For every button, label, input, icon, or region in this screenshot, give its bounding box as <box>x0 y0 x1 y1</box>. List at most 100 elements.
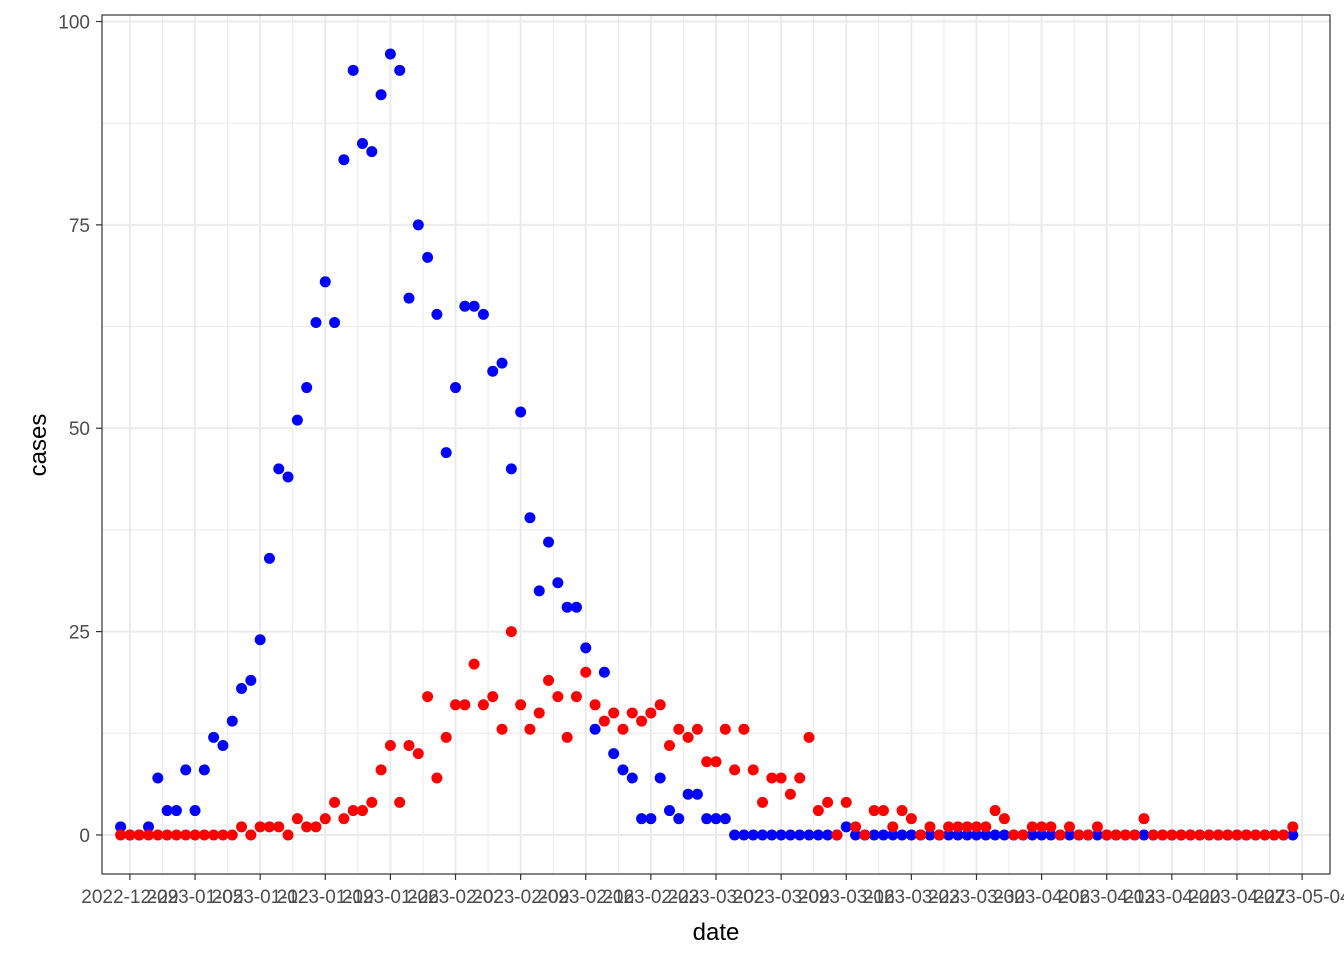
data-point <box>877 829 889 841</box>
data-point <box>794 772 806 784</box>
data-point <box>598 666 610 678</box>
data-point <box>980 829 992 841</box>
data-point <box>515 406 527 418</box>
data-point <box>691 723 703 735</box>
data-point <box>570 601 582 613</box>
data-point <box>468 300 480 312</box>
data-point <box>533 707 545 719</box>
x-tick-label: 2023-03-30 <box>928 887 1025 908</box>
data-point <box>356 805 368 817</box>
data-point <box>784 788 796 800</box>
data-point <box>1184 829 1196 841</box>
data-point <box>347 64 359 76</box>
data-point <box>375 89 387 101</box>
data-point <box>868 829 880 841</box>
data-point <box>1240 829 1252 841</box>
data-point <box>180 829 192 841</box>
data-point <box>263 552 275 564</box>
data-point <box>933 829 945 841</box>
data-point <box>422 691 434 703</box>
x-tick-label: 2023-01-26 <box>342 887 439 908</box>
data-point <box>524 512 536 524</box>
data-point <box>580 666 592 678</box>
data-point <box>1036 829 1048 841</box>
x-tick-label: 2023-03-09 <box>733 887 830 908</box>
data-point <box>980 821 992 833</box>
data-point <box>552 577 564 589</box>
data-point <box>729 829 741 841</box>
data-point <box>719 723 731 735</box>
data-point <box>329 796 341 808</box>
data-point <box>775 772 787 784</box>
data-point <box>1231 829 1243 841</box>
data-point <box>440 447 452 459</box>
data-point <box>738 723 750 735</box>
data-point <box>747 829 759 841</box>
data-point <box>561 731 573 743</box>
data-point <box>301 382 313 394</box>
data-point <box>552 691 564 703</box>
data-point <box>394 64 406 76</box>
x-tick-label: 2023-04-27 <box>1188 887 1285 908</box>
data-point <box>366 146 378 158</box>
data-point <box>1082 829 1094 841</box>
data-point <box>924 829 936 841</box>
data-point <box>729 764 741 776</box>
data-point <box>570 691 582 703</box>
data-point <box>998 813 1010 825</box>
data-point <box>766 829 778 841</box>
x-tick-label: 2023-02-23 <box>602 887 699 908</box>
data-point <box>580 642 592 654</box>
data-point <box>477 308 489 320</box>
data-point <box>896 829 908 841</box>
data-point <box>450 699 462 711</box>
data-point <box>143 829 155 841</box>
x-tick-label: 2023-04-13 <box>1058 887 1155 908</box>
data-point <box>831 829 843 841</box>
y-tick-label: 25 <box>69 623 90 644</box>
data-point <box>1119 829 1131 841</box>
data-point <box>924 821 936 833</box>
data-point <box>608 707 620 719</box>
data-point <box>868 805 880 817</box>
data-point <box>682 788 694 800</box>
data-point <box>496 723 508 735</box>
data-point <box>1036 821 1048 833</box>
data-point <box>626 707 638 719</box>
x-tick-label: 2023-01-05 <box>146 887 243 908</box>
data-point <box>543 536 555 548</box>
data-point <box>1222 829 1234 841</box>
data-point <box>710 756 722 768</box>
data-point <box>663 739 675 751</box>
data-point <box>412 219 424 231</box>
data-point <box>663 805 675 817</box>
data-point <box>115 821 127 833</box>
data-point <box>859 829 871 841</box>
data-point <box>1277 829 1289 841</box>
data-point <box>487 365 499 377</box>
data-point <box>803 731 815 743</box>
data-point <box>636 715 648 727</box>
data-point <box>952 821 964 833</box>
data-point <box>124 829 136 841</box>
data-point <box>161 829 173 841</box>
data-point <box>375 764 387 776</box>
data-point <box>961 821 973 833</box>
data-point <box>989 805 1001 817</box>
data-point <box>1166 829 1178 841</box>
data-point <box>180 764 192 776</box>
data-point <box>952 829 964 841</box>
data-point <box>1259 829 1271 841</box>
data-point <box>589 723 601 735</box>
data-point <box>543 674 555 686</box>
x-tick-label: 2023-04-20 <box>1123 887 1220 908</box>
data-point <box>459 699 471 711</box>
data-point <box>273 463 285 475</box>
data-point <box>152 772 164 784</box>
data-point <box>1287 821 1299 833</box>
data-point <box>254 634 266 646</box>
data-point <box>989 829 1001 841</box>
data-point <box>170 829 182 841</box>
data-point <box>970 821 982 833</box>
data-point <box>356 138 368 150</box>
